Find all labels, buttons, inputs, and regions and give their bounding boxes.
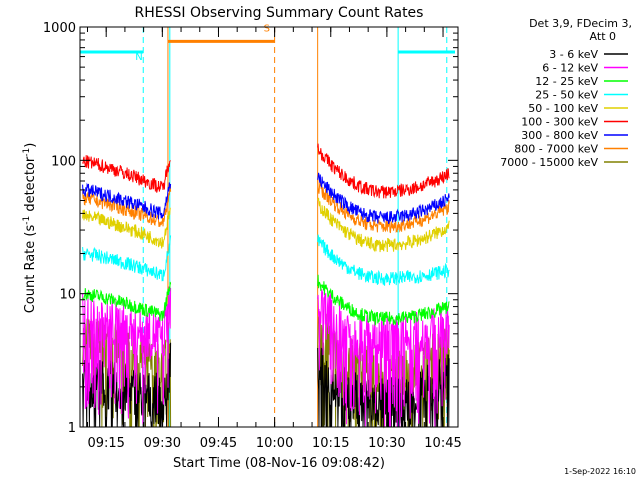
- y-tick-label: 10: [59, 288, 76, 303]
- series-line-2-b: [317, 274, 450, 327]
- legend-label: 800 - 7000 keV: [514, 143, 598, 156]
- legend-header-2: Att 0: [590, 30, 616, 43]
- plot-axes: [79, 26, 459, 428]
- flag-label-s: S: [264, 23, 270, 34]
- x-tick-label: 09:15: [87, 436, 124, 451]
- x-tick-label: 10:15: [312, 436, 349, 451]
- legend-label: 100 - 300 keV: [521, 116, 598, 129]
- series-line-5-b: [317, 143, 450, 199]
- series-line-4-b: [317, 197, 450, 253]
- x-tick-label: 10:45: [424, 436, 461, 451]
- y-tick-label: 100: [51, 154, 76, 169]
- legend-label: 300 - 800 keV: [521, 129, 598, 142]
- series-line-3: [82, 235, 172, 282]
- chart-title: RHESSI Observing Summary Count Rates: [135, 5, 424, 21]
- y-axis-label: Count Rate (s-1 detector-1): [22, 143, 38, 314]
- x-tick-label: 09:30: [144, 436, 181, 451]
- flag-layer: SN: [80, 23, 456, 63]
- series-line-4: [82, 207, 171, 249]
- plot-frame: [79, 26, 459, 428]
- legend-label: 3 - 6 keV: [549, 48, 598, 61]
- legend-label: 7000 - 15000 keV: [500, 156, 598, 169]
- series-line-6: [82, 182, 172, 220]
- series-layer: [82, 143, 450, 429]
- series-line-7-b: [317, 179, 450, 234]
- series-line-3-b: [317, 234, 450, 287]
- legend-label: 50 - 100 keV: [528, 102, 598, 115]
- series-line-2: [82, 281, 172, 322]
- legend-label: 6 - 12 keV: [542, 62, 598, 75]
- legend-label: 25 - 50 keV: [535, 89, 598, 102]
- series-line-5: [82, 155, 171, 193]
- series-line-1: [82, 286, 172, 424]
- x-axis-label: Start Time (08-Nov-16 09:08:42): [173, 456, 385, 471]
- y-tick-label: 1000: [43, 21, 76, 36]
- series-line-0: [82, 342, 172, 428]
- legend-label: 12 - 25 keV: [535, 75, 598, 88]
- x-tick-label: 10:30: [368, 436, 405, 451]
- x-tick-label: 10:00: [256, 436, 293, 451]
- flag-label-n: N: [135, 52, 142, 63]
- axis-ticks: 1 10 100 1000 09:15 09:30 09:45 10:00 10:15 10:30…: [43, 21, 462, 451]
- x-tick-label: 09:45: [200, 436, 237, 451]
- series-line-6-b: [317, 172, 450, 225]
- legend-header-1: Det 3,9, FDecim 3,: [529, 17, 632, 30]
- y-tick-label: 1: [68, 421, 76, 436]
- generated-timestamp: 1-Sep-2022 16:10: [564, 467, 636, 476]
